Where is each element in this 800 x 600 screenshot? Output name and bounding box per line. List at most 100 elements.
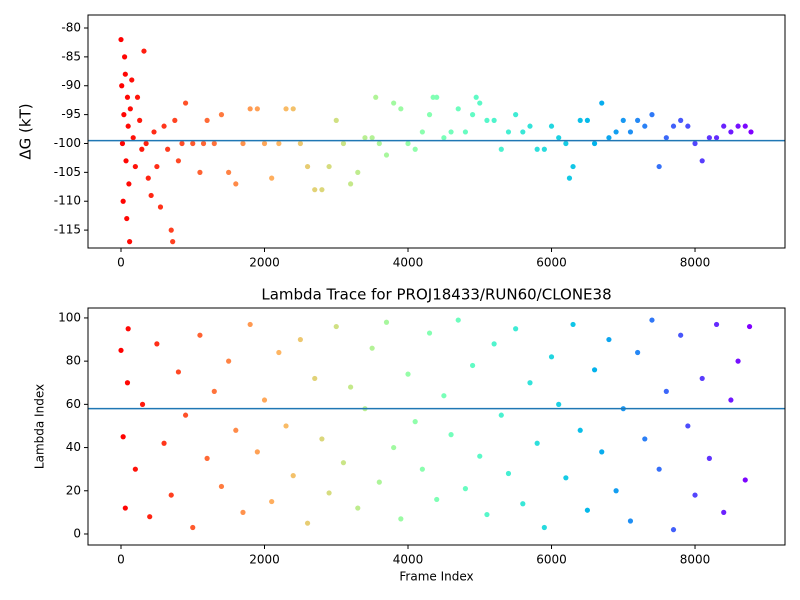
point [312, 187, 318, 193]
point [182, 412, 189, 418]
point [190, 524, 196, 531]
point [130, 135, 136, 141]
point [141, 48, 147, 54]
point [527, 123, 533, 129]
point [127, 239, 133, 245]
point [254, 449, 260, 455]
point [290, 106, 296, 112]
point [121, 112, 127, 118]
point [584, 507, 590, 513]
point [119, 140, 126, 147]
point [125, 326, 131, 332]
point [283, 423, 289, 429]
point [412, 146, 418, 152]
point [172, 117, 178, 123]
point [362, 135, 368, 141]
point [218, 112, 225, 118]
point [247, 321, 253, 328]
point [373, 94, 379, 100]
x-tick-label: 2000 [249, 553, 280, 567]
point [419, 129, 425, 135]
x-tick-label: 0 [117, 553, 125, 567]
y-tick-label: -85 [61, 49, 81, 63]
point [599, 449, 605, 455]
point [426, 112, 433, 118]
point [143, 140, 149, 147]
point [721, 509, 727, 515]
point [123, 158, 129, 164]
x-tick-label: 6000 [536, 553, 567, 567]
point [591, 367, 598, 373]
point [678, 117, 684, 123]
point [240, 509, 246, 515]
point [434, 496, 440, 503]
point [469, 112, 476, 118]
point [477, 453, 483, 459]
point [670, 123, 677, 129]
point [182, 100, 189, 106]
point [498, 412, 504, 418]
point [441, 135, 447, 141]
axes-frame [87, 307, 786, 546]
point [269, 175, 275, 181]
point [405, 371, 411, 377]
point [211, 388, 217, 394]
point [376, 140, 382, 147]
point [283, 106, 289, 112]
point [591, 140, 598, 147]
y-tick-label: -105 [54, 165, 81, 179]
point [333, 323, 339, 330]
point [276, 140, 282, 147]
point [642, 436, 648, 442]
point [455, 106, 461, 112]
y-tick-label: -100 [54, 136, 81, 150]
point [348, 181, 354, 187]
point [656, 466, 662, 472]
point [477, 100, 483, 106]
point [175, 369, 182, 375]
point [129, 77, 135, 83]
point [419, 466, 425, 472]
point [165, 146, 171, 152]
point [426, 330, 433, 336]
point [355, 505, 361, 511]
point [728, 397, 734, 403]
point [613, 129, 619, 135]
point [139, 146, 145, 152]
point [218, 483, 225, 490]
point [139, 401, 146, 407]
point [121, 54, 128, 60]
y-tick-label: -110 [54, 194, 81, 208]
point [635, 349, 641, 356]
point [161, 440, 167, 446]
point [663, 388, 669, 394]
point [455, 317, 461, 323]
point [484, 117, 490, 123]
point [448, 129, 454, 135]
point [326, 490, 332, 496]
point [233, 181, 239, 187]
point [261, 397, 268, 403]
point [297, 336, 303, 343]
y-axis-label: Lambda Index [33, 384, 47, 469]
point [563, 475, 569, 481]
point [154, 341, 160, 347]
point [613, 488, 619, 494]
point [154, 163, 160, 170]
point [340, 140, 347, 147]
point [663, 135, 669, 141]
point [670, 527, 677, 533]
y-tick-label: 60 [66, 397, 81, 411]
y-tick-label: 20 [66, 483, 81, 497]
point [692, 492, 698, 498]
y-tick-label: 80 [66, 354, 81, 368]
point [541, 524, 547, 531]
point [319, 436, 325, 442]
point [148, 192, 154, 199]
point [462, 129, 469, 135]
point [566, 175, 573, 181]
point [570, 321, 576, 328]
point [211, 140, 217, 147]
point [541, 146, 547, 152]
